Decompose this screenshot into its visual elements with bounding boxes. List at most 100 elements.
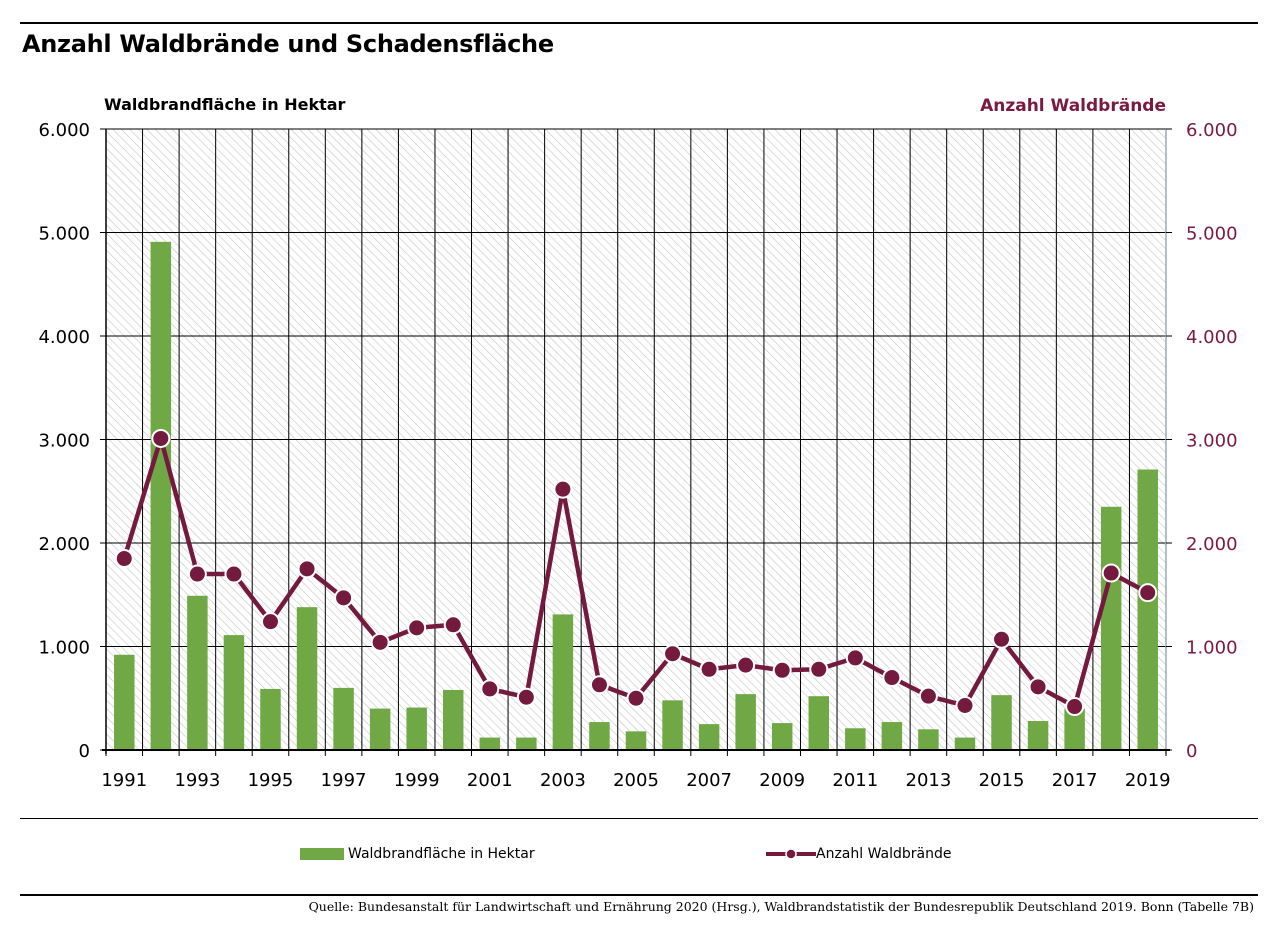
- line-point-2003: [553, 479, 573, 499]
- line-point-2000: [443, 615, 463, 635]
- line-point-2011: [845, 648, 865, 668]
- bar-2011: [845, 728, 866, 750]
- legend-line-swatch: [766, 848, 816, 860]
- x-tick-label: 1999: [394, 770, 440, 791]
- x-tick-label: 1997: [321, 770, 367, 791]
- bar-2018: [1100, 506, 1122, 750]
- legend-top-rule: [20, 818, 1258, 819]
- line-point-1999: [407, 618, 427, 638]
- legend-item-line: Anzahl Waldbrände: [766, 846, 952, 862]
- bar-1994: [223, 635, 245, 750]
- legend-bar-swatch: [300, 848, 344, 860]
- bar-2002: [516, 737, 537, 750]
- bar-series: [114, 241, 1158, 750]
- left-tick-label: 3.000: [38, 431, 90, 452]
- axes: [100, 128, 1172, 756]
- left-tick-label: 6.000: [38, 120, 90, 141]
- left-tick-label: 0: [79, 741, 90, 762]
- x-tick-label: 1993: [174, 770, 220, 791]
- x-tick-label: 2013: [906, 770, 952, 791]
- bar-2003: [552, 614, 574, 750]
- x-tick-label: 2019: [1125, 770, 1171, 791]
- bar-1993: [187, 595, 208, 750]
- line-point-1998: [370, 632, 390, 652]
- left-axis-title: Waldbrandfläche in Hektar: [104, 95, 346, 114]
- x-tick-label: 2003: [540, 770, 586, 791]
- line-point-1992: [151, 428, 171, 448]
- bar-2016: [1027, 721, 1049, 750]
- line-point-2010: [809, 659, 829, 679]
- left-tick-label: 4.000: [38, 327, 90, 348]
- right-tick-label: 1.000: [1186, 638, 1238, 659]
- line-point-1995: [260, 612, 280, 632]
- x-tick-label: 2007: [686, 770, 732, 791]
- bar-2000: [443, 689, 464, 750]
- x-tick-label: 2001: [467, 770, 513, 791]
- right-tick-label: 5.000: [1186, 224, 1238, 245]
- bar-2019: [1137, 469, 1158, 750]
- x-tick-label: 2005: [613, 770, 659, 791]
- bar-2015: [991, 695, 1012, 750]
- line-point-1997: [334, 588, 354, 608]
- line-point-2015: [992, 629, 1012, 649]
- bar-2008: [735, 694, 756, 750]
- bar-2009: [771, 723, 793, 750]
- bar-2007: [698, 724, 720, 750]
- x-tick-label: 2009: [759, 770, 805, 791]
- x-tick-label: 2015: [979, 770, 1025, 791]
- x-tick-labels: 1991 1993 1995 1997 1999 2001 2003 2005 2007 2009…: [101, 770, 1170, 791]
- chart-title: Anzahl Waldbrände und Schadensfläche: [22, 30, 554, 58]
- bar-2010: [808, 696, 829, 750]
- line-point-2001: [480, 679, 500, 699]
- bar-2017: [1064, 708, 1085, 750]
- line-point-1996: [297, 559, 317, 579]
- right-tick-label: 2.000: [1186, 534, 1238, 555]
- bar-2004: [589, 722, 610, 750]
- bar-2006: [662, 700, 683, 750]
- line-point-2008: [736, 655, 756, 675]
- line-point-2016: [1028, 677, 1048, 697]
- legend-line-label: Anzahl Waldbrände: [816, 846, 952, 862]
- left-tick-label: 1.000: [38, 638, 90, 659]
- line-point-2012: [882, 668, 902, 688]
- bar-2005: [625, 731, 647, 750]
- legend-item-bars: Waldbrandfläche in Hektar: [300, 846, 535, 862]
- line-series: [114, 428, 1158, 717]
- bar-1991: [114, 654, 135, 750]
- left-tick-labels: 0 1.000 2.000 3.000 4.000 5.000 6.000: [38, 120, 90, 762]
- bar-2014: [954, 737, 976, 750]
- line-point-2006: [663, 644, 683, 664]
- combo-chart: 0 1.000 2.000 3.000 4.000 5.000 6.000 0 1.000 2.…: [38, 120, 1238, 791]
- left-tick-label: 2.000: [38, 534, 90, 555]
- bar-2013: [918, 729, 939, 750]
- x-tick-label: 1995: [248, 770, 294, 791]
- right-axis-title: Anzahl Waldbrände: [980, 96, 1166, 116]
- line-point-2009: [772, 660, 792, 680]
- line-point-2005: [626, 688, 646, 708]
- bar-1999: [406, 707, 427, 750]
- bar-1996: [296, 607, 318, 750]
- bar-1998: [369, 708, 391, 750]
- line-point-1993: [187, 564, 207, 584]
- line-point-2014: [955, 695, 975, 715]
- right-tick-label: 3.000: [1186, 431, 1238, 452]
- right-tick-labels: 0 1.000 2.000 3.000 4.000 5.000 6.000: [1186, 120, 1238, 762]
- bar-2012: [881, 722, 903, 750]
- line-point-2019: [1138, 583, 1158, 603]
- line-point-1991: [114, 549, 134, 569]
- line-point-2018: [1101, 563, 1121, 583]
- left-tick-label: 5.000: [38, 224, 90, 245]
- x-tick-label: 2017: [1052, 770, 1098, 791]
- x-tick-label: 2011: [832, 770, 878, 791]
- legend-bar-label: Waldbrandfläche in Hektar: [348, 846, 535, 862]
- bottom-rule: [20, 894, 1258, 896]
- top-rule: [20, 22, 1258, 24]
- right-tick-label: 6.000: [1186, 120, 1238, 141]
- bar-1997: [333, 687, 354, 750]
- line-point-1994: [224, 564, 244, 584]
- source-note: Quelle: Bundesanstalt für Landwirtschaft…: [308, 899, 1254, 914]
- line-point-2007: [699, 659, 719, 679]
- right-tick-label: 0: [1186, 741, 1197, 762]
- line-point-2004: [589, 675, 609, 695]
- line-point-2002: [516, 687, 536, 707]
